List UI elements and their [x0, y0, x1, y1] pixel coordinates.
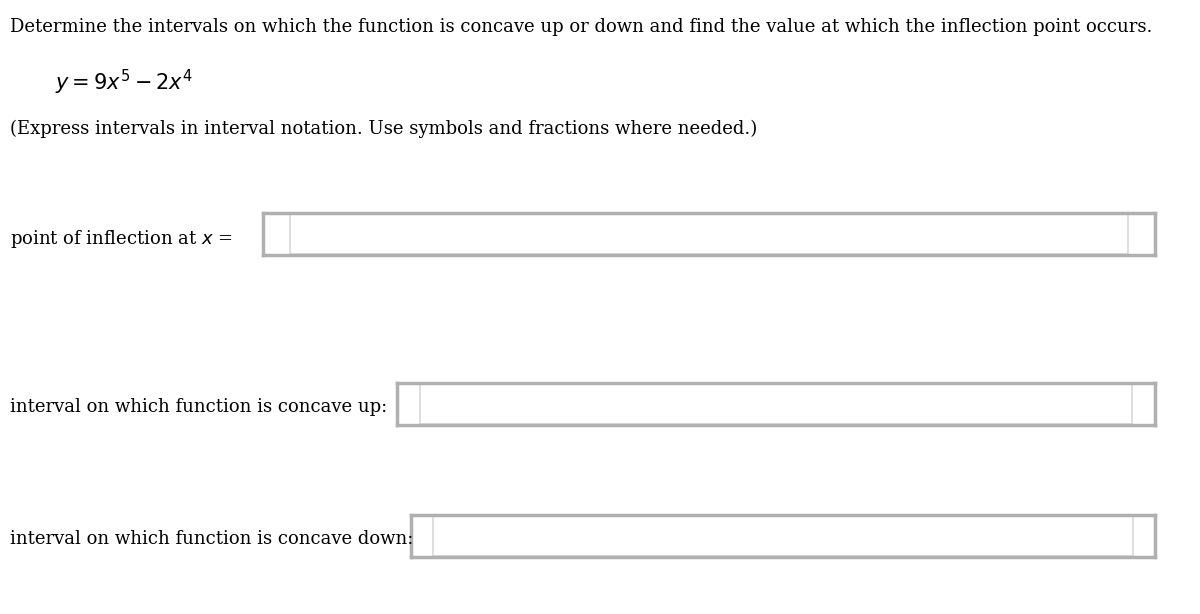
- Text: interval on which function is concave down:: interval on which function is concave do…: [10, 530, 413, 548]
- Text: $y = 9x^5 - 2x^4$: $y = 9x^5 - 2x^4$: [55, 68, 193, 97]
- Text: Determine the intervals on which the function is concave up or down and find the: Determine the intervals on which the fun…: [10, 18, 1152, 36]
- Text: interval on which function is concave up:: interval on which function is concave up…: [10, 398, 388, 416]
- Text: point of inflection at $x$ =: point of inflection at $x$ =: [10, 228, 233, 250]
- Text: (Express intervals in interval notation. Use symbols and fractions where needed.: (Express intervals in interval notation.…: [10, 120, 757, 138]
